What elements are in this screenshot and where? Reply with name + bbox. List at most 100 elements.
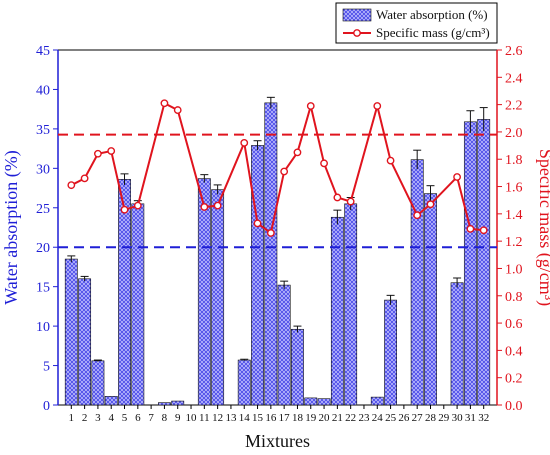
specific-mass-point-5 bbox=[120, 205, 129, 214]
x-tick-label-25: 25 bbox=[385, 412, 397, 424]
bar-12 bbox=[211, 189, 225, 406]
y2-tick-label-2.2: 2.2 bbox=[505, 99, 523, 114]
x-axis-title: Mixtures bbox=[245, 431, 310, 451]
x-tick-label-1: 1 bbox=[69, 412, 75, 424]
y-axis-title: Water absorption (%) bbox=[1, 150, 22, 305]
legend-bar-swatch bbox=[342, 8, 372, 22]
y-tick-label-35: 35 bbox=[36, 123, 50, 138]
specific-mass-point-3 bbox=[94, 149, 102, 158]
specific-mass-point-21 bbox=[333, 193, 342, 202]
y2-tick-label-1.2: 1.2 bbox=[505, 235, 523, 250]
x-tick-label-7: 7 bbox=[148, 412, 154, 424]
legend: Water absorption (%) Specific mass (g/cm³… bbox=[335, 2, 498, 44]
specific-mass-point-9 bbox=[173, 106, 182, 114]
bar-8 bbox=[158, 402, 171, 406]
specific-mass-point-8 bbox=[160, 99, 169, 108]
bar-6 bbox=[131, 203, 145, 406]
specific-mass-point-12 bbox=[213, 201, 222, 210]
bar-2 bbox=[78, 278, 92, 406]
specific-mass-point-4 bbox=[107, 147, 116, 155]
x-tick-label-16: 16 bbox=[265, 412, 277, 424]
y2-tick-label-0.2: 0.2 bbox=[505, 372, 523, 387]
legend-label-water-absorption: Water absorption (%) bbox=[376, 7, 488, 22]
specific-mass-point-30 bbox=[453, 173, 461, 181]
specific-mass-point-20 bbox=[320, 159, 328, 168]
y2-tick-label-0.4: 0.4 bbox=[505, 344, 523, 359]
x-tick-label-22: 22 bbox=[345, 412, 356, 424]
x-tick-label-17: 17 bbox=[279, 412, 291, 424]
y-tick-label-40: 40 bbox=[36, 83, 50, 98]
x-tick-label-14: 14 bbox=[239, 412, 251, 424]
x-tick-label-30: 30 bbox=[452, 412, 464, 424]
y-tick-label-0: 0 bbox=[43, 399, 50, 414]
bar-18 bbox=[291, 328, 304, 406]
specific-mass-point-27 bbox=[413, 211, 422, 220]
bar-1 bbox=[64, 258, 78, 406]
y2-tick-label-1.0: 1.0 bbox=[505, 262, 523, 277]
bar-17 bbox=[277, 284, 291, 406]
x-tick-label-8: 8 bbox=[162, 412, 168, 424]
x-tick-label-6: 6 bbox=[135, 412, 141, 424]
x-tick-label-28: 28 bbox=[425, 412, 437, 424]
x-tick-label-10: 10 bbox=[186, 412, 198, 424]
x-tick-label-19: 19 bbox=[305, 412, 317, 424]
x-tick-label-27: 27 bbox=[412, 412, 424, 424]
bar-25 bbox=[384, 299, 397, 406]
x-tick-label-2: 2 bbox=[82, 412, 88, 424]
specific-mass-point-24 bbox=[373, 102, 382, 110]
y2-axis-title: Specific mass (g/cm³) bbox=[535, 149, 550, 306]
x-tick-label-32: 32 bbox=[478, 412, 489, 424]
x-tick-label-12: 12 bbox=[212, 412, 223, 424]
bar-19 bbox=[304, 397, 318, 406]
y2-tick-label-0.6: 0.6 bbox=[505, 317, 523, 332]
y2-tick-label-2.0: 2.0 bbox=[505, 126, 523, 141]
bar-28 bbox=[424, 193, 437, 406]
bar-24 bbox=[370, 396, 384, 406]
y-tick-label-45: 45 bbox=[36, 44, 50, 59]
y-tick-label-5: 5 bbox=[43, 360, 50, 375]
y-tick-label-20: 20 bbox=[36, 241, 50, 256]
specific-mass-point-16 bbox=[266, 229, 275, 237]
x-tick-label-11: 11 bbox=[199, 412, 210, 424]
specific-mass-point-17 bbox=[280, 167, 289, 176]
x-tick-label-9: 9 bbox=[175, 412, 181, 424]
legend-label-specific-mass: Specific mass (g/cm³) bbox=[376, 25, 490, 40]
x-tick-label-20: 20 bbox=[319, 412, 331, 424]
x-tick-label-15: 15 bbox=[252, 412, 264, 424]
bar-4 bbox=[104, 396, 118, 406]
bar-16 bbox=[264, 102, 278, 406]
bar-27 bbox=[410, 159, 424, 406]
bar-14 bbox=[237, 359, 251, 406]
x-tick-label-4: 4 bbox=[108, 412, 114, 424]
bar-32 bbox=[477, 119, 491, 406]
specific-mass-point-25 bbox=[386, 156, 395, 165]
specific-mass-point-19 bbox=[306, 102, 315, 110]
bar-11 bbox=[197, 178, 211, 406]
x-tick-label-3: 3 bbox=[95, 412, 101, 424]
specific-mass-point-15 bbox=[253, 219, 262, 228]
y-tick-label-25: 25 bbox=[36, 202, 50, 217]
y2-tick-label-1.8: 1.8 bbox=[505, 153, 523, 168]
x-tick-label-21: 21 bbox=[332, 412, 343, 424]
bar-31 bbox=[463, 121, 477, 406]
legend-marker-swatch bbox=[353, 29, 361, 37]
specific-mass-point-31 bbox=[466, 224, 475, 233]
specific-mass-point-6 bbox=[133, 201, 142, 210]
plot-area: 0510152025303540450.00.20.40.60.81.01.21… bbox=[1, 44, 550, 451]
x-tick-label-24: 24 bbox=[372, 412, 384, 424]
specific-mass-point-1 bbox=[67, 181, 76, 190]
y-tick-label-10: 10 bbox=[36, 320, 50, 335]
specific-mass-point-18 bbox=[293, 148, 302, 157]
specific-mass-point-2 bbox=[80, 174, 89, 183]
y-tick-label-15: 15 bbox=[36, 281, 50, 296]
y2-tick-label-2.6: 2.6 bbox=[505, 44, 523, 59]
bar-22 bbox=[344, 203, 358, 406]
bar-21 bbox=[330, 216, 344, 406]
x-tick-label-26: 26 bbox=[398, 412, 410, 424]
y2-tick-label-0.0: 0.0 bbox=[505, 399, 523, 414]
y2-tick-label-1.6: 1.6 bbox=[505, 181, 523, 196]
bar-3 bbox=[91, 360, 105, 406]
x-tick-label-31: 31 bbox=[465, 412, 476, 424]
x-tick-label-23: 23 bbox=[358, 412, 370, 424]
